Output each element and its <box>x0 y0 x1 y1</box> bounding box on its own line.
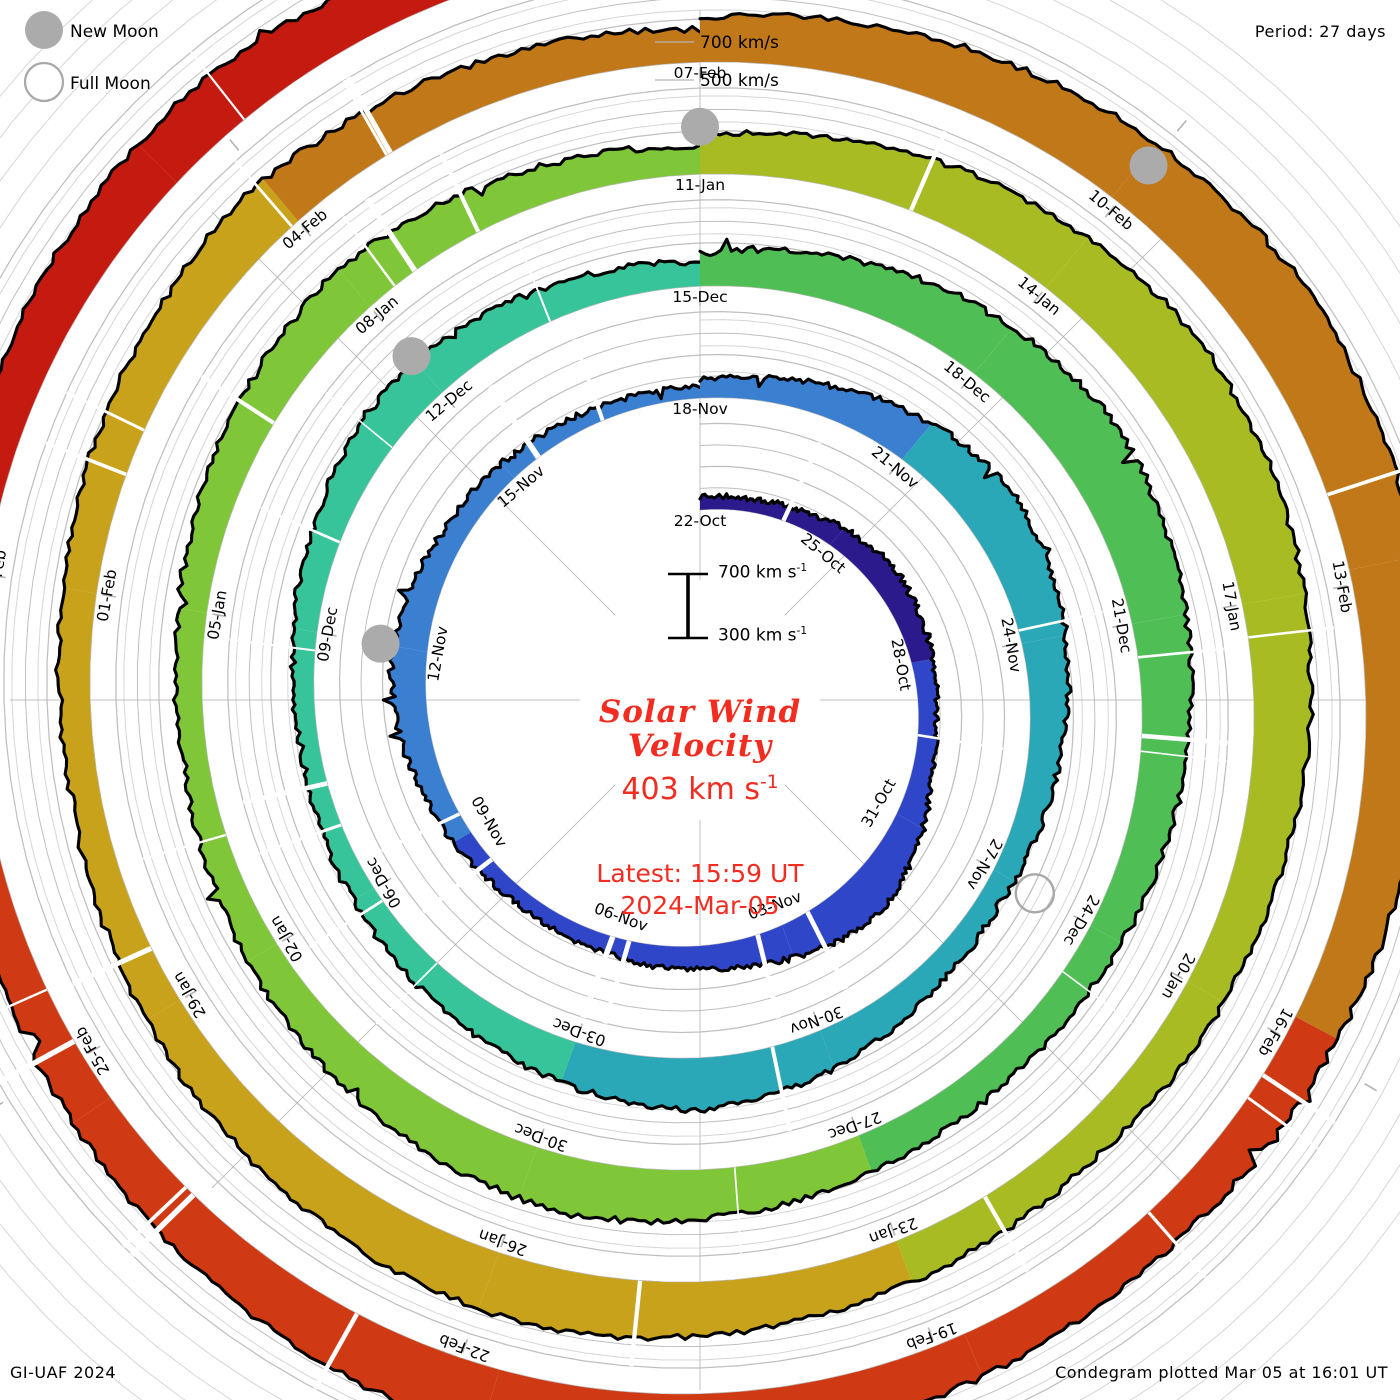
date-label: 28-Feb <box>0 549 10 604</box>
date-label: 15-Dec <box>672 288 727 306</box>
moon-markers <box>361 107 1168 914</box>
radial-axis-label: 500 km/s <box>700 71 779 91</box>
latest-observation: Latest: 15:59 UT 2024-Mar-05 <box>596 859 804 920</box>
full-moon-icon <box>23 61 65 103</box>
legend-label-full-moon: Full Moon <box>70 74 151 94</box>
current-value: 403 km s-1 <box>621 772 779 807</box>
date-label: 11-Jan <box>675 176 725 194</box>
radial-axis-labels: 700 km/s 500 km/s <box>655 33 779 91</box>
date-label: 22-Oct <box>674 512 727 530</box>
radial-axis-label: 700 km/s <box>700 33 779 53</box>
legend-label-new-moon: New Moon <box>70 22 159 42</box>
legend: New Moon Full Moon <box>23 11 159 103</box>
chart-title: Solar Wind Velocity <box>598 694 802 764</box>
scale-label-bottom: 300 km s-1 <box>718 625 808 646</box>
date-label: 18-Nov <box>672 400 728 418</box>
date-label: 07-Feb <box>674 64 727 82</box>
period-label: Period: 27 days <box>1254 22 1386 41</box>
scale-label-top: 700 km s-1 <box>718 562 808 583</box>
credit-label: GI-UAF 2024 <box>10 1363 117 1382</box>
plotted-timestamp: Condegram plotted Mar 05 at 16:01 UT <box>1055 1363 1388 1382</box>
new-moon-icon <box>25 11 63 49</box>
velocity-scale-bar <box>668 572 708 640</box>
